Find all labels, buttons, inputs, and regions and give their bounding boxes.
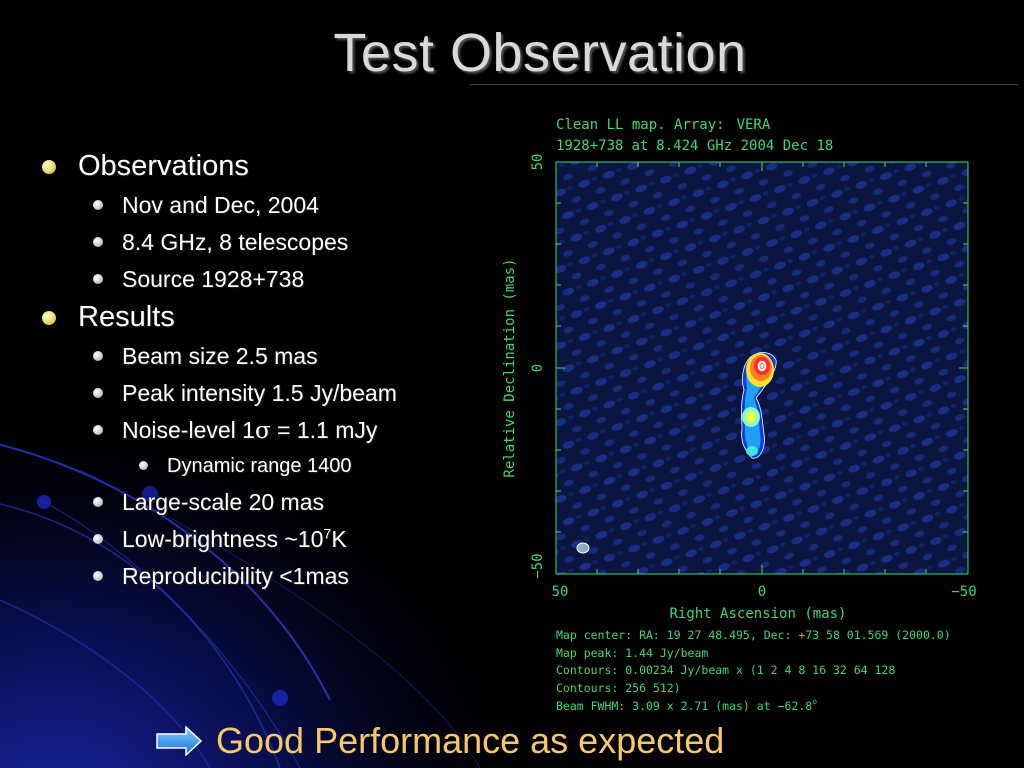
y-axis-label: Relative Declination (mas)	[502, 258, 518, 477]
y-tick-label: 0	[530, 364, 546, 372]
bullet-frequency: 8.4 GHz, 8 telescopes	[40, 225, 397, 262]
svg-text:Clean LL map. Array:VERA: Clean LL map. Array: VERA	[556, 117, 771, 133]
bullet-text: Source 1928+738	[122, 266, 305, 292]
map-header-line1: Clean LL map. Array:	[556, 117, 725, 133]
bullet-dot-icon	[93, 388, 103, 398]
bullet-peak: Peak intensity 1.5 Jy/beam	[40, 376, 397, 413]
bullet-text: = 1.1 mJy	[270, 417, 378, 443]
bullet-dot-icon	[139, 461, 148, 470]
bullet-large-scale: Large-scale 20 mas	[40, 485, 397, 522]
bullet-text: Dynamic range 1400	[167, 455, 352, 477]
bullet-text: Low-brightness ~10	[122, 526, 324, 552]
bullet-text: Noise-level 1	[122, 417, 255, 443]
bullet-dot-icon	[93, 571, 103, 581]
x-tick-label: −50	[951, 584, 976, 600]
bullet-dot-icon	[42, 311, 56, 325]
bullet-dot-icon	[93, 425, 103, 435]
map-at-word: at	[631, 138, 648, 154]
bullet-reproducibility: Reproducibility <1mas	[40, 559, 397, 596]
bullet-low-brightness: Low-brightness ~107K	[40, 522, 397, 559]
contours-info-cont: Contours: 256 512)	[556, 681, 681, 695]
beam-ellipse	[576, 542, 590, 554]
bullet-dot-icon	[93, 534, 103, 544]
title-divider	[470, 84, 1018, 85]
bullet-text: Large-scale 20 mas	[122, 489, 324, 515]
y-tick-label: 50	[530, 154, 546, 171]
arrow-right-icon	[156, 726, 202, 756]
x-tick-label: 0	[758, 584, 766, 600]
bullet-dot-icon	[93, 274, 103, 284]
bullet-dot-icon	[42, 160, 56, 174]
bullet-text: Reproducibility <1mas	[122, 563, 349, 589]
beam-fwhm-text: Beam FWHM: 3.09 x 2.71 (mas) at −62.8	[556, 699, 812, 713]
bullet-text: Nov and Dec, 2004	[122, 192, 319, 218]
bullet-nov-dec: Nov and Dec, 2004	[40, 188, 397, 225]
map-center-info: Map center: RA: 19 27 48.495, Dec: +73 5…	[556, 628, 951, 642]
bullet-list: Observations Nov and Dec, 2004 8.4 GHz, …	[40, 148, 397, 596]
bullet-dot-icon	[93, 351, 103, 361]
contours-info: Contours: 0.00234 Jy/beam x (1 2 4 8 16 …	[556, 663, 895, 677]
bullet-text: Beam size 2.5 mas	[122, 343, 318, 369]
map-source-name: 1928+738	[556, 138, 623, 154]
bullet-text: Peak intensity 1.5 Jy/beam	[122, 380, 397, 406]
x-tick-label: 50	[552, 584, 569, 600]
exponent: 7	[323, 526, 332, 543]
y-tick-label: −50	[530, 553, 546, 578]
source-emission	[741, 352, 777, 459]
map-freq-date: 8.424 GHz 2004 Dec 18	[656, 138, 833, 154]
bullet-noise: Noise-level 1σ = 1.1 mJy	[40, 413, 397, 450]
bullet-dynamic-range: Dynamic range 1400	[40, 450, 397, 485]
bullet-text: K	[331, 526, 347, 552]
bullet-text: Observations	[78, 150, 249, 182]
beam-fwhm-info: Beam FWHM: 3.09 x 2.71 (mas) at −62.8o	[556, 697, 817, 713]
bullet-text: 8.4 GHz, 8 telescopes	[122, 229, 349, 255]
degree-symbol: o	[812, 697, 817, 706]
bullet-beam: Beam size 2.5 mas	[40, 339, 397, 376]
map-peak-info: Map peak: 1.44 Jy/beam	[556, 646, 708, 660]
bullet-source: Source 1928+738	[40, 262, 397, 299]
bullet-dot-icon	[93, 237, 103, 247]
bullet-text: Results	[78, 301, 175, 333]
footer-conclusion: Good Performance as expected	[216, 720, 725, 761]
sigma-symbol: σ	[254, 418, 271, 444]
axis-ticks	[555, 161, 969, 575]
radio-map-figure: Clean LL map. Array: VERA 1928+738 at 8.424…	[502, 117, 977, 713]
slide-title: Test Observation	[333, 23, 747, 83]
bullet-dot-icon	[93, 200, 103, 210]
x-axis-label: Right Ascension (mas)	[669, 606, 846, 622]
bullet-dot-icon	[93, 497, 103, 507]
map-array-name: VERA	[737, 117, 771, 133]
bullet-results: Results	[40, 299, 397, 339]
bullet-observations: Observations	[40, 148, 397, 188]
